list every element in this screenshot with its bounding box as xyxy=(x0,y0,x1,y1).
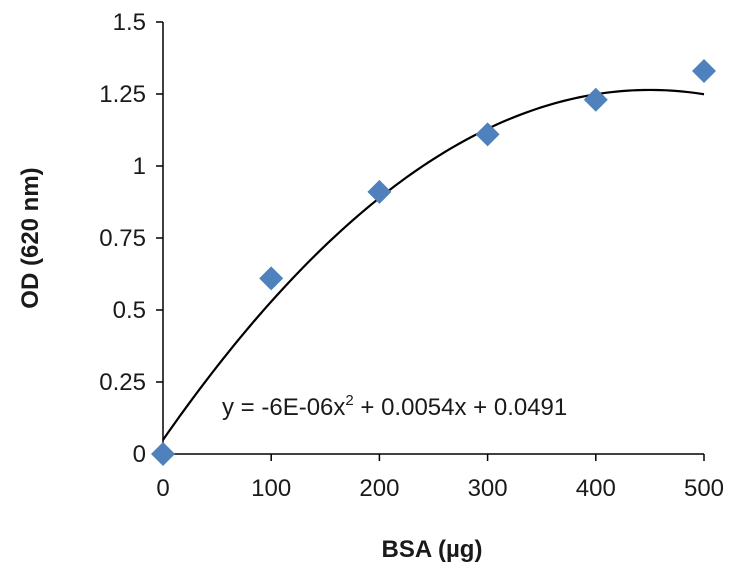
y-axis-title: OD (620 nm) xyxy=(17,167,44,308)
data-point-marker xyxy=(367,179,392,204)
y-tick-label: 1.25 xyxy=(99,81,146,108)
x-ticks: 0 100 200 300 400 500 xyxy=(156,454,724,502)
x-tick-label: 400 xyxy=(576,475,616,502)
y-ticks: 0 0.25 0.5 0.75 1 1.25 1.5 xyxy=(99,9,163,468)
y-tick-label: 0.75 xyxy=(99,225,146,252)
y-tick-label: 1.5 xyxy=(113,9,146,36)
trendline-equation: y = -6E-06x2 + 0.0054x + 0.0491 xyxy=(222,392,567,421)
x-tick-label: 200 xyxy=(359,475,399,502)
y-tick-label: 1 xyxy=(133,153,146,180)
data-point-marker xyxy=(583,87,608,112)
data-points xyxy=(151,58,716,466)
data-point-marker xyxy=(151,442,175,466)
y-tick-label: 0 xyxy=(133,441,146,468)
data-point-marker xyxy=(259,266,284,291)
x-axis-title: BSA (µg) xyxy=(382,536,483,563)
x-tick-label: 300 xyxy=(468,475,508,502)
data-point-marker xyxy=(475,122,500,147)
axes xyxy=(162,22,704,455)
data-point-marker xyxy=(692,58,716,83)
x-tick-label: 100 xyxy=(251,475,291,502)
x-tick-label: 500 xyxy=(684,475,724,502)
y-tick-label: 0.5 xyxy=(113,297,146,324)
trendline xyxy=(162,88,705,441)
y-tick-label: 0.25 xyxy=(99,369,146,396)
x-tick-label: 0 xyxy=(156,475,169,502)
